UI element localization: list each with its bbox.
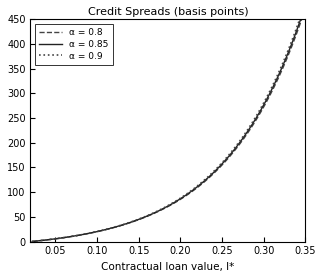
α = 0.85 xyxy=(161,207,165,211)
Title: Credit Spreads (basis points): Credit Spreads (basis points) xyxy=(88,7,248,17)
α = 0.85 xyxy=(253,119,256,122)
Legend: α = 0.8, α = 0.85, α = 0.9: α = 0.8, α = 0.85, α = 0.9 xyxy=(35,24,113,65)
Line: α = 0.9: α = 0.9 xyxy=(32,7,304,242)
α = 0.9 xyxy=(177,197,181,201)
α = 0.9 xyxy=(302,6,306,9)
α = 0.85 xyxy=(192,188,196,191)
α = 0.9 xyxy=(192,187,196,191)
α = 0.8 xyxy=(159,208,163,212)
α = 0.85 xyxy=(159,208,163,211)
α = 0.85 xyxy=(302,9,306,12)
α = 0.9 xyxy=(159,208,163,211)
α = 0.8 xyxy=(192,189,196,192)
α = 0.8 xyxy=(30,240,34,243)
α = 0.8 xyxy=(253,121,256,124)
α = 0.85 xyxy=(177,198,181,201)
α = 0.85 xyxy=(30,240,34,243)
Line: α = 0.85: α = 0.85 xyxy=(32,11,304,242)
α = 0.9 xyxy=(161,207,165,210)
Line: α = 0.8: α = 0.8 xyxy=(32,14,304,242)
α = 0.8 xyxy=(295,31,299,34)
X-axis label: Contractual loan value, I*: Contractual loan value, I* xyxy=(101,262,234,272)
α = 0.8 xyxy=(302,12,306,15)
α = 0.9 xyxy=(253,117,256,120)
α = 0.85 xyxy=(295,28,299,31)
α = 0.8 xyxy=(161,208,165,211)
α = 0.8 xyxy=(177,199,181,202)
α = 0.9 xyxy=(30,240,34,243)
α = 0.9 xyxy=(295,25,299,28)
